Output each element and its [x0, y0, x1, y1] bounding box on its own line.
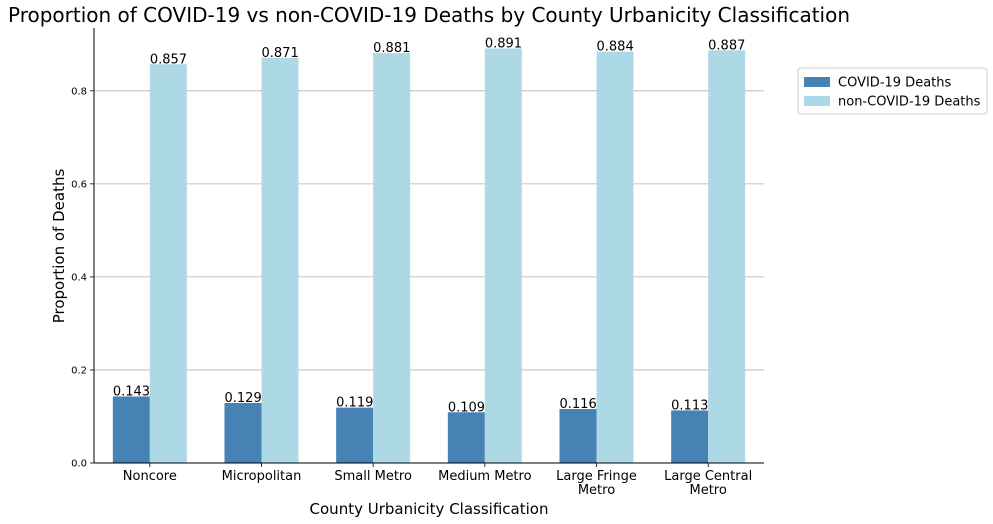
- y-tick-label: 0.8: [71, 86, 87, 97]
- bar-covid: [112, 396, 150, 463]
- x-tick-label: Large Central Metro: [664, 469, 752, 498]
- y-tick-label: 0.6: [71, 179, 87, 190]
- bar-non-covid: [149, 64, 187, 464]
- bar-covid: [559, 409, 597, 463]
- bar-non-covid: [596, 51, 634, 464]
- y-axis-label: Proportion of Deaths: [50, 169, 68, 324]
- data-label: 0.881: [373, 41, 410, 56]
- bar-non-covid: [261, 57, 299, 464]
- data-label: 0.887: [708, 38, 745, 53]
- gridlines: [94, 90, 764, 371]
- legend-box: [797, 67, 988, 115]
- bars: [112, 48, 746, 464]
- axes: 0.0 0.2 0.4 0.6 0.8 Noncore Micropolitan Small …: [71, 28, 764, 498]
- bar-non-covid: [373, 53, 411, 464]
- legend-swatch: [804, 77, 830, 87]
- data-label: 0.116: [560, 397, 597, 412]
- legend-label: COVID-19 Deaths: [838, 76, 951, 91]
- legend-swatch: [804, 96, 830, 106]
- legend-label: non-COVID-19 Deaths: [838, 95, 981, 110]
- chart-title: Proportion of COVID-19 vs non-COVID-19 D…: [8, 3, 850, 27]
- x-tick-label: Micropolitan: [222, 469, 302, 484]
- x-tick-label: Large Fringe Metro: [556, 469, 637, 498]
- data-label: 0.884: [597, 40, 634, 55]
- data-labels: 0.143 0.857 0.129 0.871 0.119 0.881 0.109 0.891…: [113, 36, 746, 415]
- data-label: 0.871: [262, 46, 299, 61]
- x-tick-label: Medium Metro: [438, 469, 531, 484]
- x-tick-label: Small Metro: [334, 469, 412, 484]
- bar-covid: [224, 402, 262, 463]
- data-label: 0.113: [671, 398, 708, 413]
- x-axis-label: County Urbanicity Classification: [310, 500, 549, 518]
- bar-covid: [336, 407, 374, 463]
- data-label: 0.119: [336, 396, 373, 411]
- bar-non-covid: [484, 48, 522, 464]
- data-label: 0.857: [150, 52, 187, 67]
- legend: COVID-19 Deaths non-COVID-19 Deaths: [797, 67, 988, 115]
- bar-covid: [447, 412, 485, 463]
- x-tick-label: Noncore: [123, 469, 177, 484]
- y-tick-label: 0.2: [71, 365, 87, 376]
- data-label: 0.891: [485, 36, 522, 51]
- data-label: 0.129: [225, 391, 262, 406]
- bar-covid: [671, 410, 709, 463]
- bar-non-covid: [708, 50, 746, 464]
- y-tick-label: 0.0: [71, 459, 87, 470]
- data-label: 0.109: [448, 400, 485, 415]
- data-label: 0.143: [113, 384, 150, 399]
- y-tick-label: 0.4: [71, 272, 87, 283]
